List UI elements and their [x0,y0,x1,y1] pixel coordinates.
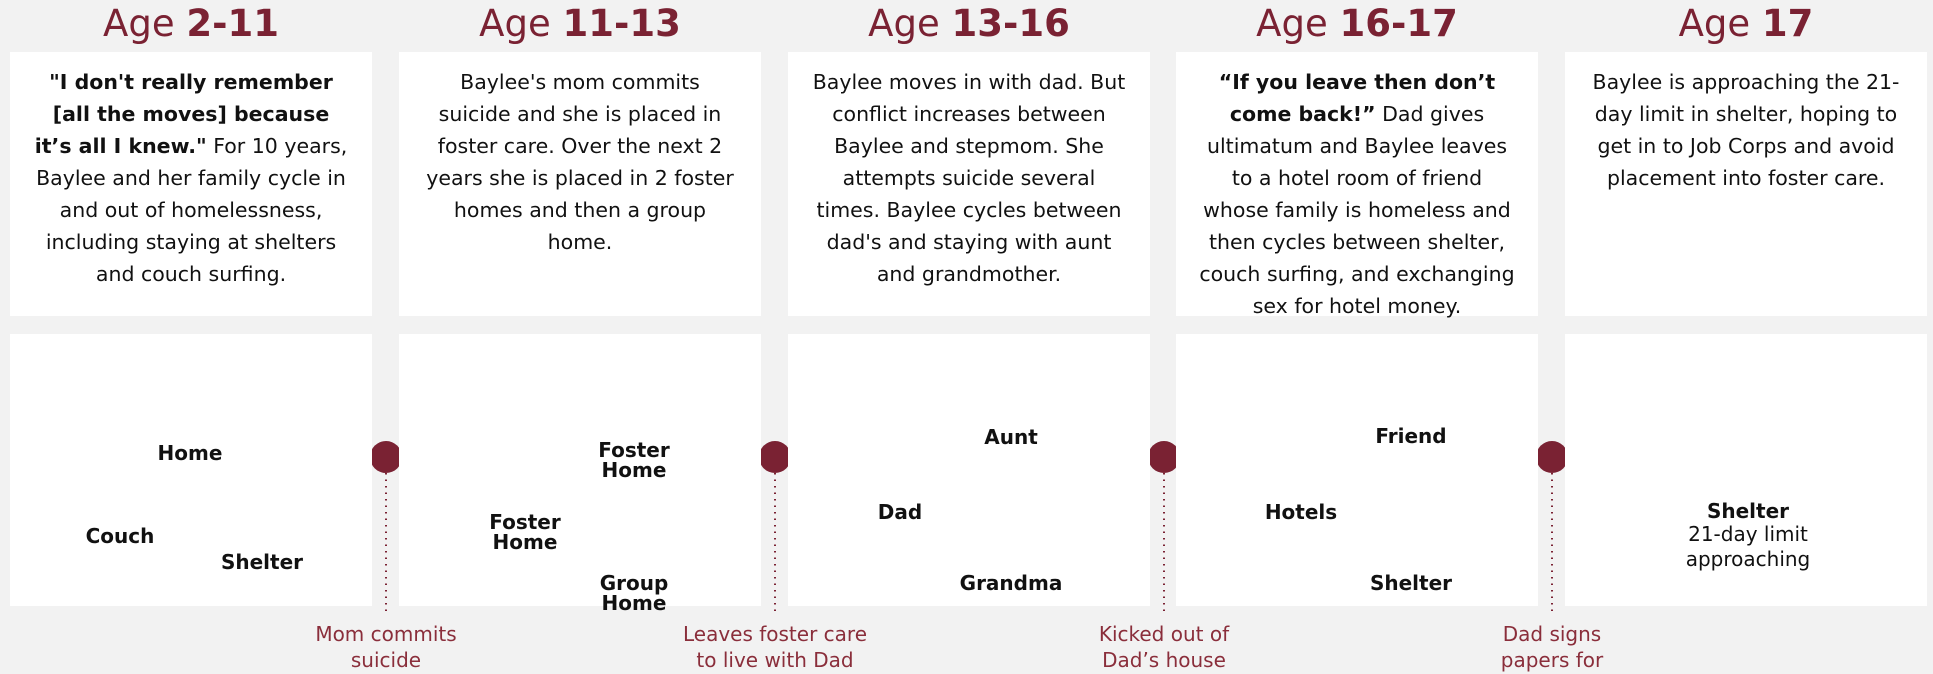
stage-heading: Age 17 [1565,2,1927,45]
node-label: Home [157,441,223,465]
age-range: 2-11 [186,2,279,45]
text-segment: For 10 years, Baylee and her family cycl… [36,134,348,286]
text-segment: "I don't really remember [all the moves]… [34,70,333,158]
age-prefix: Age [1678,2,1751,45]
text-segment: “If you leave then don’t come back!” [1218,70,1496,126]
age-prefix: Age [479,2,551,45]
node-label: Aunt [984,425,1038,449]
text-card [399,52,761,316]
node-label: Friend [1375,424,1447,448]
age-prefix: Age [103,2,175,45]
text-segment: Dad gives ultimatum and Baylee leaves to… [1199,102,1515,318]
transition-dot [1148,441,1180,473]
node-label: Shelter [220,550,304,574]
story-text: Baylee's mom commits suicide and she is … [399,52,761,258]
story-text: Baylee is approaching the 21-day limit i… [1565,52,1927,194]
transition-dot [759,441,791,473]
age-range: 16-17 [1339,2,1458,45]
transition-dot [370,441,402,473]
age-prefix: Age [1256,2,1328,45]
text-segment: Baylee moves in with dad. But conflict i… [812,70,1126,286]
node-label: Foster Home [598,438,670,482]
node-label: Dad [877,500,923,524]
text-card [1565,52,1927,316]
text-card [788,52,1150,316]
node-label: Grandma [959,571,1063,595]
text-card [1176,52,1538,316]
transition-label: Mom commits suicide [315,622,457,672]
node-label: Group Home [599,571,669,615]
icon-card [1565,334,1927,606]
story-text: Baylee moves in with dad. But conflict i… [788,52,1150,290]
icon-card [788,334,1150,606]
node-label: Foster Home [489,510,561,554]
story-text: "I don't really remember [all the moves]… [10,52,372,290]
text-card [10,52,372,316]
icon-card [1176,334,1538,606]
age-range: 13-16 [951,2,1070,45]
stage-heading: Age 2-11 [10,2,372,45]
node-label: Couch [85,524,155,548]
age-range: 17 [1761,2,1814,45]
node-note: 21-day limit approaching [1685,522,1811,571]
node-label: Shelter [1706,499,1790,523]
stage-heading: Age 11-13 [399,2,761,45]
transition-label: Leaves foster care to live with Dad [682,622,868,672]
age-prefix: Age [868,2,940,45]
icon-card [399,334,761,606]
age-range: 11-13 [562,2,681,45]
stage-heading: Age 16-17 [1176,2,1538,45]
text-segment: Baylee's mom commits suicide and she is … [426,70,734,254]
stage-heading: Age 13-16 [788,2,1150,45]
transition-dot [1536,441,1568,473]
text-segment: Baylee is approaching the 21-day limit i… [1592,70,1900,190]
transition-label: Kicked out of Dad’s house [1098,622,1230,672]
node-label: Hotels [1264,500,1338,524]
icon-card [10,334,372,606]
story-text: “If you leave then don’t come back!” Dad… [1176,52,1538,322]
node-label: Shelter [1369,571,1453,595]
transition-label: Dad signs papers for shelter [1500,622,1604,672]
